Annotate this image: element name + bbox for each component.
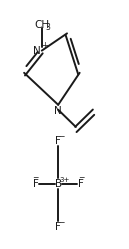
Text: N: N	[54, 106, 62, 116]
Text: F: F	[78, 179, 84, 188]
Text: F: F	[33, 179, 38, 188]
Text: +: +	[42, 41, 48, 50]
Text: F: F	[55, 222, 61, 232]
Text: N: N	[34, 46, 41, 56]
Text: 3: 3	[45, 23, 50, 32]
Text: −: −	[59, 218, 65, 227]
Text: −: −	[32, 173, 39, 182]
Text: CH: CH	[34, 20, 49, 30]
Text: B: B	[55, 179, 62, 188]
Text: F: F	[55, 135, 61, 145]
Text: −: −	[78, 173, 84, 182]
Text: −: −	[59, 132, 65, 141]
Text: 3+: 3+	[59, 177, 69, 183]
